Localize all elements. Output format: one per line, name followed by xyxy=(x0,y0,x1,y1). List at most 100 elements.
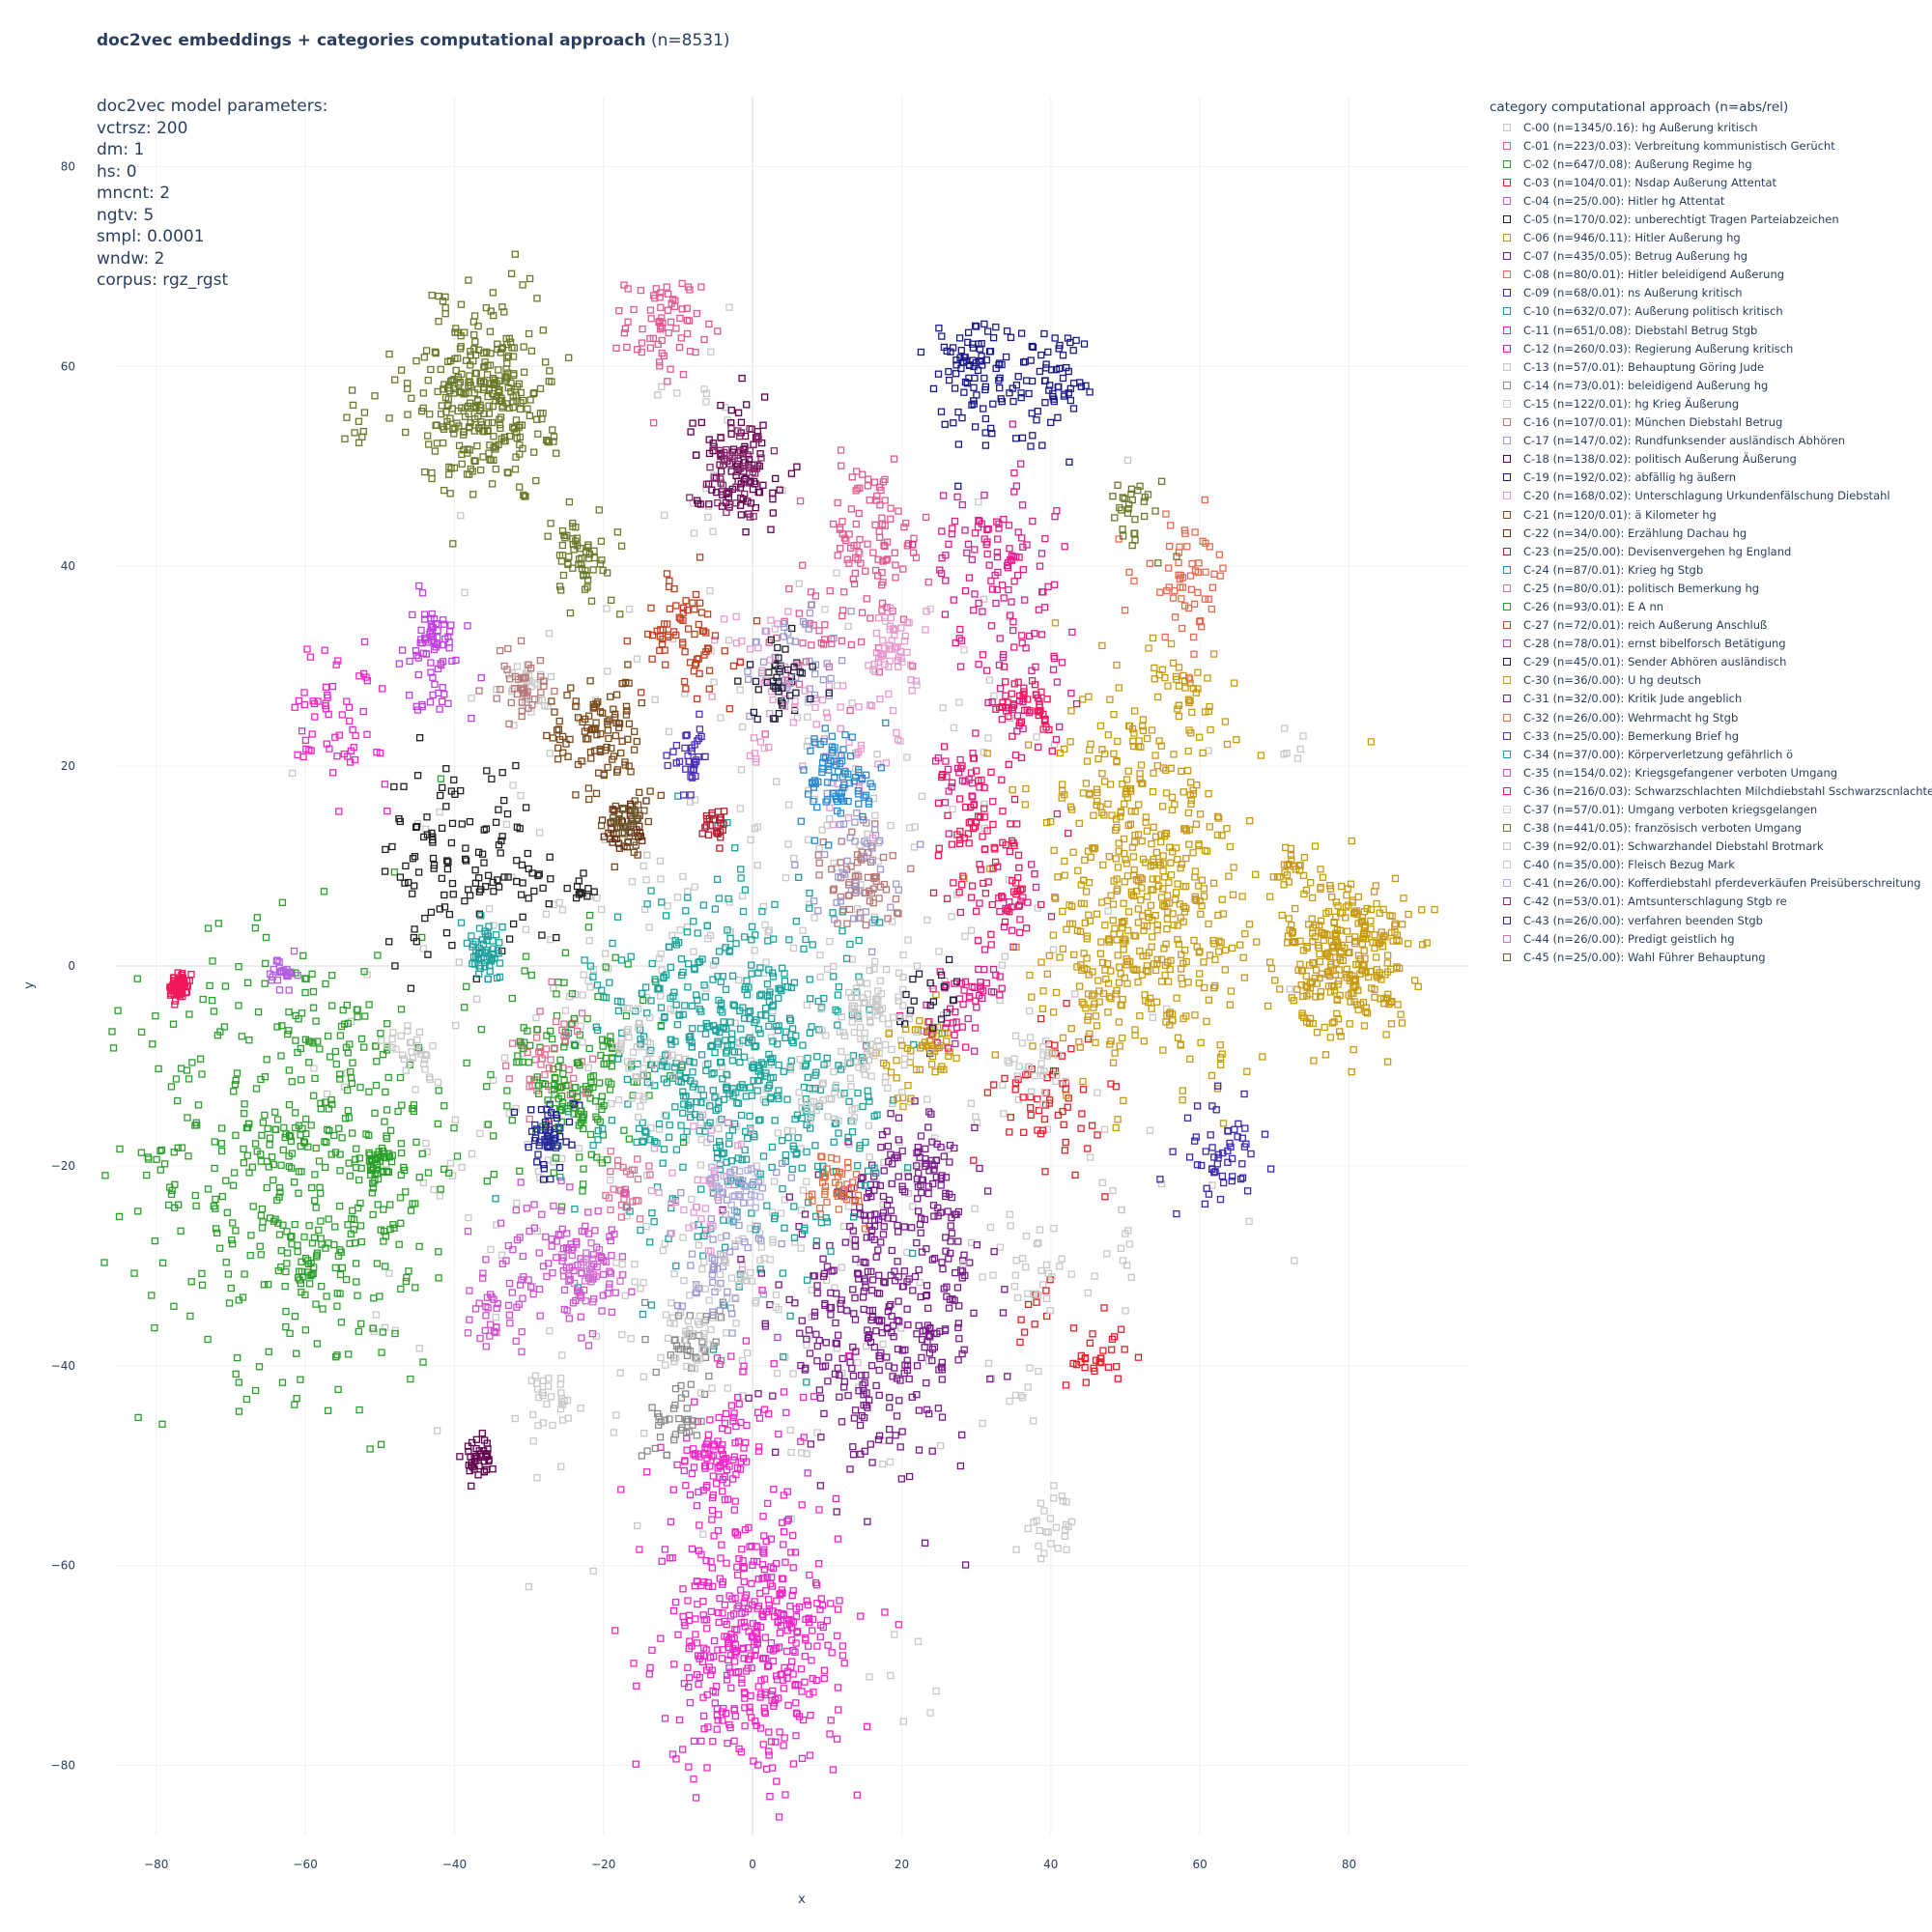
data-point xyxy=(1321,1023,1328,1032)
data-point xyxy=(328,972,336,980)
data-point xyxy=(854,485,862,493)
data-point xyxy=(667,1319,674,1327)
data-point xyxy=(1035,743,1042,752)
data-point xyxy=(905,1375,913,1383)
data-point xyxy=(1136,1011,1144,1020)
data-point xyxy=(1344,885,1351,893)
data-point xyxy=(1121,607,1129,614)
data-point xyxy=(765,1728,773,1736)
data-point xyxy=(801,1678,809,1686)
data-point xyxy=(360,638,369,646)
data-point xyxy=(834,1605,842,1613)
data-point xyxy=(739,1556,747,1565)
data-point xyxy=(381,1323,389,1331)
data-point xyxy=(435,1087,442,1094)
data-point xyxy=(834,1684,842,1691)
data-point xyxy=(584,1064,592,1072)
data-point xyxy=(1288,929,1296,937)
data-point xyxy=(1008,926,1016,934)
data-point xyxy=(1387,965,1395,973)
data-point xyxy=(1269,873,1277,881)
data-point xyxy=(746,1112,753,1120)
data-point xyxy=(679,370,688,379)
data-point xyxy=(468,1150,476,1158)
data-point xyxy=(257,1211,265,1219)
data-point xyxy=(826,586,834,595)
data-point xyxy=(980,491,988,499)
data-point xyxy=(388,1036,396,1043)
data-point xyxy=(383,1132,390,1140)
data-point xyxy=(1104,1363,1113,1371)
data-point xyxy=(795,580,803,587)
data-point xyxy=(1172,844,1180,852)
data-point xyxy=(377,1030,384,1037)
data-point xyxy=(355,1406,363,1414)
data-point xyxy=(496,939,503,947)
data-point xyxy=(1019,1094,1027,1101)
data-point xyxy=(243,1123,252,1132)
data-point xyxy=(268,1153,276,1161)
data-point xyxy=(923,1282,931,1290)
data-point xyxy=(1144,968,1152,976)
data-point xyxy=(737,766,746,774)
data-point xyxy=(985,676,993,684)
data-point xyxy=(1309,1019,1317,1028)
data-point xyxy=(1211,955,1219,964)
data-point xyxy=(433,1427,441,1435)
data-point xyxy=(1302,972,1310,980)
data-point xyxy=(300,689,308,696)
data-point xyxy=(1245,1217,1253,1225)
data-point xyxy=(1097,1359,1105,1367)
data-point xyxy=(1175,712,1183,721)
data-point xyxy=(287,1137,295,1145)
data-point xyxy=(155,1065,162,1073)
data-point xyxy=(1114,1116,1122,1123)
data-point xyxy=(271,1108,279,1116)
data-point xyxy=(671,1598,680,1606)
data-point xyxy=(1159,1046,1167,1054)
data-point xyxy=(285,1100,294,1109)
data-point xyxy=(490,888,497,895)
data-point xyxy=(792,1699,800,1707)
data-point xyxy=(854,1359,862,1367)
data-point xyxy=(1307,879,1315,887)
data-point xyxy=(587,1151,595,1158)
data-point xyxy=(332,1353,340,1361)
data-point xyxy=(709,1738,717,1746)
data-point xyxy=(764,1596,773,1604)
data-point xyxy=(705,1372,713,1380)
data-point xyxy=(875,527,883,535)
data-point xyxy=(781,977,789,985)
data-point xyxy=(1178,974,1185,982)
data-point xyxy=(134,1208,142,1215)
data-point xyxy=(1011,1086,1019,1094)
data-point xyxy=(606,1086,614,1094)
data-point xyxy=(722,985,730,993)
data-point xyxy=(1344,927,1351,935)
data-point xyxy=(1101,966,1109,974)
data-point xyxy=(708,1506,717,1515)
data-point xyxy=(357,1035,366,1043)
data-point xyxy=(1150,769,1157,777)
data-point xyxy=(288,1240,296,1248)
data-point xyxy=(804,836,812,843)
data-point xyxy=(516,825,524,833)
data-point xyxy=(447,838,456,847)
data-point xyxy=(1187,796,1196,805)
data-point xyxy=(908,1224,916,1232)
data-point xyxy=(1046,1096,1054,1104)
data-point xyxy=(407,1207,415,1214)
data-point xyxy=(137,1149,146,1156)
data-point xyxy=(809,1674,816,1683)
data-point xyxy=(1360,923,1369,932)
data-point xyxy=(543,1400,551,1408)
data-point xyxy=(622,1012,631,1020)
data-point xyxy=(871,811,879,819)
data-point xyxy=(1179,980,1186,988)
data-point xyxy=(694,1233,701,1240)
data-point xyxy=(963,549,971,557)
data-point xyxy=(475,888,484,895)
data-point xyxy=(706,1416,714,1424)
data-point xyxy=(1019,565,1027,574)
data-point xyxy=(1276,985,1284,993)
